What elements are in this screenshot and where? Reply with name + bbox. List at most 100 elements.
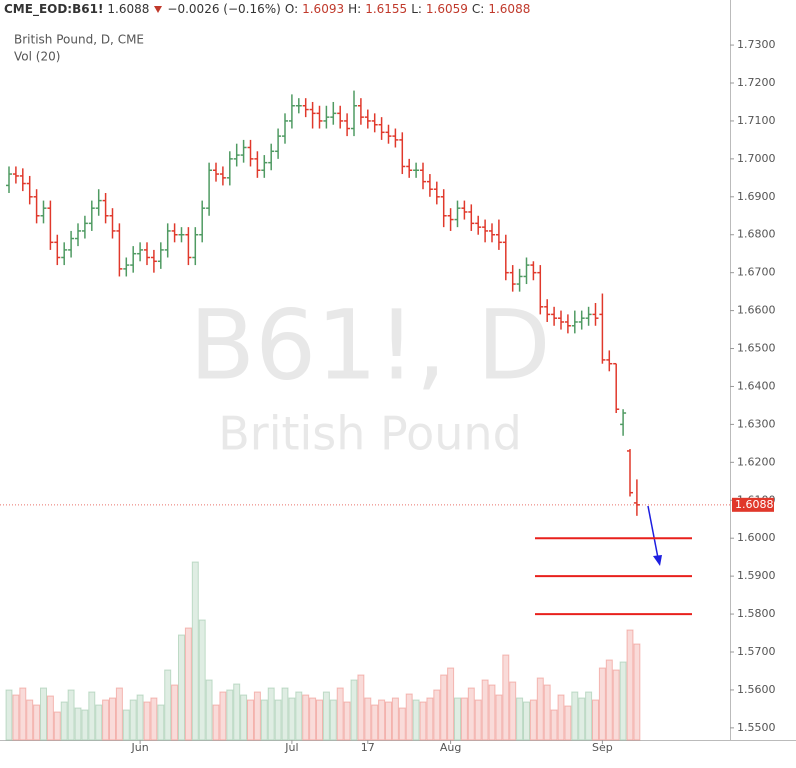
volume-bar <box>281 687 289 741</box>
volume-bar <box>274 699 282 741</box>
last-price-box <box>732 497 774 512</box>
volume-bar <box>136 694 144 741</box>
x-tick-label: Sep <box>592 741 613 754</box>
volume-bar <box>12 694 20 741</box>
volume-bar <box>316 699 323 741</box>
volume-bar <box>488 684 496 741</box>
volume-bar <box>598 667 606 741</box>
y-tick-label: 1.6700 <box>737 266 776 279</box>
last-price-label: 1.6088 <box>735 498 774 511</box>
volume-bar <box>557 694 565 741</box>
y-tick-label: 1.7200 <box>737 76 776 89</box>
volume-bar <box>419 701 427 741</box>
volume-bar <box>426 697 434 741</box>
y-tick-label: 1.7000 <box>737 152 776 165</box>
volume-bar <box>385 701 392 741</box>
volume-bar <box>67 689 75 741</box>
low-label: L: <box>411 2 422 16</box>
x-tick-label: Jun <box>131 741 149 754</box>
volume-bar <box>564 705 572 741</box>
volume-bar <box>357 674 365 741</box>
volume-bar <box>19 687 27 741</box>
volume-bar <box>40 687 47 741</box>
volume-bar <box>309 697 317 741</box>
volume-bar <box>509 681 517 741</box>
volume-bar <box>233 683 241 741</box>
high-value: 1.6155 <box>365 2 408 16</box>
volume-bar <box>171 684 179 741</box>
volume-bar <box>633 643 641 741</box>
volume-bar <box>5 689 13 741</box>
volume-bar <box>516 697 524 741</box>
y-tick-label: 1.6900 <box>737 190 776 203</box>
volume-bar <box>178 634 185 741</box>
symbol: CME_EOD:B61! <box>4 2 104 16</box>
down-icon <box>154 6 163 13</box>
volume-title: Vol (20) <box>14 50 60 64</box>
volume-bar <box>612 669 620 741</box>
volume-bar <box>226 689 234 741</box>
arrow-head <box>653 555 662 566</box>
header: CME_EOD:B61! 1.6088 −0.0026 (−0.16%) O: 1… <box>4 2 530 16</box>
volume-bar <box>398 707 406 741</box>
watermark-subtitle: British Pound <box>218 407 522 461</box>
y-tick-label: 1.6400 <box>737 379 776 392</box>
volume-bar <box>371 704 379 741</box>
volume-bar <box>585 691 593 741</box>
volume-bar <box>26 699 34 741</box>
volume-bar <box>212 704 220 741</box>
x-tick-label: Aug <box>440 741 461 754</box>
volume-bar <box>143 701 151 741</box>
volume-bar <box>474 699 482 741</box>
change: −0.0026 (−0.16%) <box>167 2 281 16</box>
volume-bar <box>626 629 634 741</box>
volume-bar <box>405 693 413 741</box>
volume-bar <box>536 677 544 741</box>
volume-bar <box>46 695 54 741</box>
volume-bar <box>364 697 372 741</box>
volume-bar <box>440 674 448 741</box>
y-tick-label: 1.6300 <box>737 417 776 430</box>
volume-bar <box>267 687 275 741</box>
x-tick-label: 17 <box>361 741 375 754</box>
open-label: O: <box>284 2 299 16</box>
volume-bar <box>260 699 268 741</box>
volume-bar <box>288 697 296 741</box>
volume-bar <box>578 697 586 741</box>
volume-bar <box>33 704 41 741</box>
watermark: B61!, D <box>189 289 550 401</box>
volume-bar <box>164 669 172 741</box>
y-tick-label: 1.7100 <box>737 114 776 127</box>
volume-bar <box>219 691 227 741</box>
volume-bar <box>447 667 455 741</box>
y-tick-label: 1.5800 <box>737 607 776 620</box>
volume-bar <box>391 697 399 741</box>
y-tick-label: 1.5900 <box>737 569 776 582</box>
open-value: 1.6093 <box>302 2 345 16</box>
volume-bar <box>481 679 489 741</box>
volume-bar <box>115 687 123 741</box>
volume-bar <box>350 679 358 741</box>
volume-bar <box>74 707 82 741</box>
volume-bar <box>329 699 337 741</box>
y-tick-label: 1.5700 <box>737 645 776 658</box>
volume-bar <box>53 711 61 741</box>
volume-bar <box>543 684 551 741</box>
low-value: 1.6059 <box>425 2 468 16</box>
volume-bar <box>247 699 254 741</box>
volume-bar <box>550 709 558 741</box>
volume-bar <box>378 699 386 741</box>
y-tick-label: 1.6800 <box>737 228 776 241</box>
volume-layer <box>5 561 641 741</box>
chart-title: British Pound, D, CME <box>14 33 144 47</box>
volume-bar <box>529 699 537 741</box>
volume-bar <box>605 659 613 741</box>
x-tick-label: Jul <box>284 741 298 754</box>
volume-bar <box>523 701 530 741</box>
y-tick-label: 1.5600 <box>737 683 776 696</box>
volume-bar <box>336 687 344 741</box>
volume-bar <box>460 697 468 741</box>
volume-bar <box>205 679 213 741</box>
